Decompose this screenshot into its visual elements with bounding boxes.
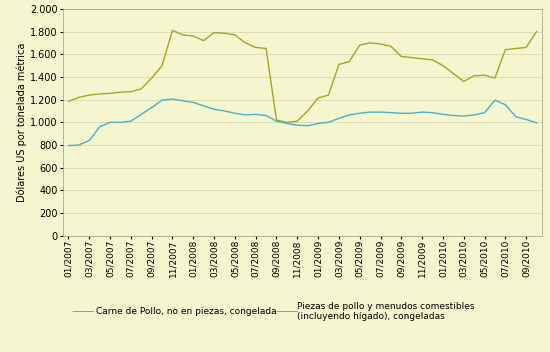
Text: ——: ——: [72, 305, 95, 318]
Text: (incluyendo hígado), congeladas: (incluyendo hígado), congeladas: [297, 312, 445, 321]
Text: Carne de Pollo, no en piezas, congelada: Carne de Pollo, no en piezas, congelada: [96, 307, 277, 316]
Y-axis label: Dólares US por tonelada métrica: Dólares US por tonelada métrica: [17, 43, 28, 202]
Text: Piezas de pollo y menudos comestibles: Piezas de pollo y menudos comestibles: [297, 302, 475, 311]
Text: ——: ——: [275, 305, 299, 318]
